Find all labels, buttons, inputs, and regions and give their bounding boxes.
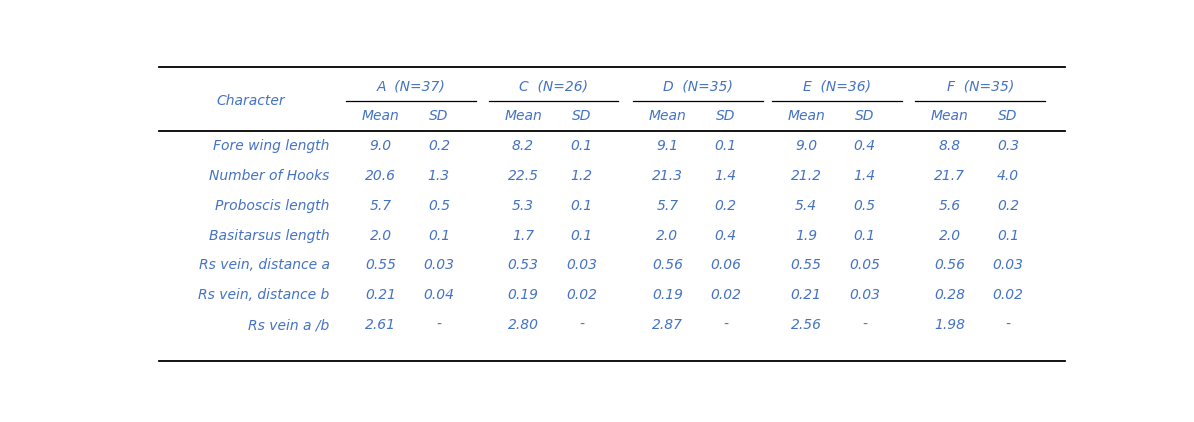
Text: 0.21: 0.21 <box>790 288 821 302</box>
Text: Mean: Mean <box>504 109 542 123</box>
Text: -: - <box>724 318 728 332</box>
Text: 0.03: 0.03 <box>566 258 597 273</box>
Text: 21.3: 21.3 <box>652 169 683 183</box>
Text: 0.1: 0.1 <box>427 229 450 243</box>
Text: 0.56: 0.56 <box>934 258 965 273</box>
Text: 0.1: 0.1 <box>571 199 592 213</box>
Text: Rs vein, distance a: Rs vein, distance a <box>198 258 330 273</box>
Text: 9.0: 9.0 <box>795 139 818 153</box>
Text: Mean: Mean <box>931 109 968 123</box>
Text: -: - <box>1005 318 1010 332</box>
Text: Basitarsus length: Basitarsus length <box>209 229 330 243</box>
Text: 8.2: 8.2 <box>512 139 534 153</box>
Text: E  (N=36): E (N=36) <box>802 79 870 93</box>
Text: 0.56: 0.56 <box>652 258 683 273</box>
Text: 21.2: 21.2 <box>790 169 821 183</box>
Text: 0.53: 0.53 <box>507 258 538 273</box>
Text: Proboscis length: Proboscis length <box>215 199 330 213</box>
Text: Number of Hooks: Number of Hooks <box>209 169 330 183</box>
Text: Character: Character <box>217 94 285 108</box>
Text: Fore wing length: Fore wing length <box>214 139 330 153</box>
Text: -: - <box>579 318 584 332</box>
Text: 0.4: 0.4 <box>715 229 737 243</box>
Text: 4.0: 4.0 <box>997 169 1018 183</box>
Text: 0.06: 0.06 <box>710 258 741 273</box>
Text: 1.98: 1.98 <box>934 318 965 332</box>
Text: 0.02: 0.02 <box>566 288 597 302</box>
Text: -: - <box>436 318 442 332</box>
Text: 0.1: 0.1 <box>854 229 875 243</box>
Text: 0.1: 0.1 <box>571 139 592 153</box>
Text: 0.1: 0.1 <box>715 139 737 153</box>
Text: Mean: Mean <box>648 109 687 123</box>
Text: 0.2: 0.2 <box>427 139 450 153</box>
Text: C  (N=26): C (N=26) <box>519 79 589 93</box>
Text: 9.0: 9.0 <box>369 139 392 153</box>
Text: 20.6: 20.6 <box>365 169 396 183</box>
Text: 0.1: 0.1 <box>997 229 1018 243</box>
Text: 0.19: 0.19 <box>652 288 683 302</box>
Text: 1.2: 1.2 <box>571 169 592 183</box>
Text: 1.4: 1.4 <box>715 169 737 183</box>
Text: 0.05: 0.05 <box>849 258 880 273</box>
Text: 0.5: 0.5 <box>427 199 450 213</box>
Text: 0.55: 0.55 <box>365 258 396 273</box>
Text: 5.7: 5.7 <box>369 199 392 213</box>
Text: 0.28: 0.28 <box>934 288 965 302</box>
Text: F  (N=35): F (N=35) <box>947 79 1014 93</box>
Text: Mean: Mean <box>362 109 400 123</box>
Text: Mean: Mean <box>787 109 825 123</box>
Text: SD: SD <box>855 109 874 123</box>
Text: SD: SD <box>998 109 1017 123</box>
Text: SD: SD <box>716 109 736 123</box>
Text: Rs vein, distance b: Rs vein, distance b <box>198 288 330 302</box>
Text: 0.03: 0.03 <box>424 258 455 273</box>
Text: 0.03: 0.03 <box>992 258 1023 273</box>
Text: 0.2: 0.2 <box>715 199 737 213</box>
Text: 0.02: 0.02 <box>992 288 1023 302</box>
Text: 5.7: 5.7 <box>657 199 678 213</box>
Text: 8.8: 8.8 <box>938 139 961 153</box>
Text: 2.80: 2.80 <box>507 318 538 332</box>
Text: 0.02: 0.02 <box>710 288 741 302</box>
Text: 5.3: 5.3 <box>512 199 534 213</box>
Text: 0.55: 0.55 <box>790 258 821 273</box>
Text: Rs vein a /b: Rs vein a /b <box>248 318 330 332</box>
Text: -: - <box>862 318 867 332</box>
Text: 21.7: 21.7 <box>934 169 965 183</box>
Text: 5.4: 5.4 <box>795 199 818 213</box>
Text: 0.4: 0.4 <box>854 139 875 153</box>
Text: 0.5: 0.5 <box>854 199 875 213</box>
Text: 2.0: 2.0 <box>938 229 961 243</box>
Text: 0.03: 0.03 <box>849 288 880 302</box>
Text: 0.21: 0.21 <box>365 288 396 302</box>
Text: 0.3: 0.3 <box>997 139 1018 153</box>
Text: 0.2: 0.2 <box>997 199 1018 213</box>
Text: D  (N=35): D (N=35) <box>663 79 733 93</box>
Text: 1.4: 1.4 <box>854 169 875 183</box>
Text: 22.5: 22.5 <box>507 169 538 183</box>
Text: 0.1: 0.1 <box>571 229 592 243</box>
Text: 2.0: 2.0 <box>369 229 392 243</box>
Text: 0.04: 0.04 <box>424 288 455 302</box>
Text: 9.1: 9.1 <box>657 139 678 153</box>
Text: 2.87: 2.87 <box>652 318 683 332</box>
Text: A  (N=37): A (N=37) <box>377 79 445 93</box>
Text: SD: SD <box>429 109 449 123</box>
Text: 2.0: 2.0 <box>657 229 678 243</box>
Text: 2.61: 2.61 <box>365 318 396 332</box>
Text: SD: SD <box>572 109 591 123</box>
Text: 2.56: 2.56 <box>790 318 821 332</box>
Text: 1.7: 1.7 <box>512 229 534 243</box>
Text: 0.19: 0.19 <box>507 288 538 302</box>
Text: 5.6: 5.6 <box>938 199 961 213</box>
Text: 1.9: 1.9 <box>795 229 818 243</box>
Text: 1.3: 1.3 <box>427 169 450 183</box>
